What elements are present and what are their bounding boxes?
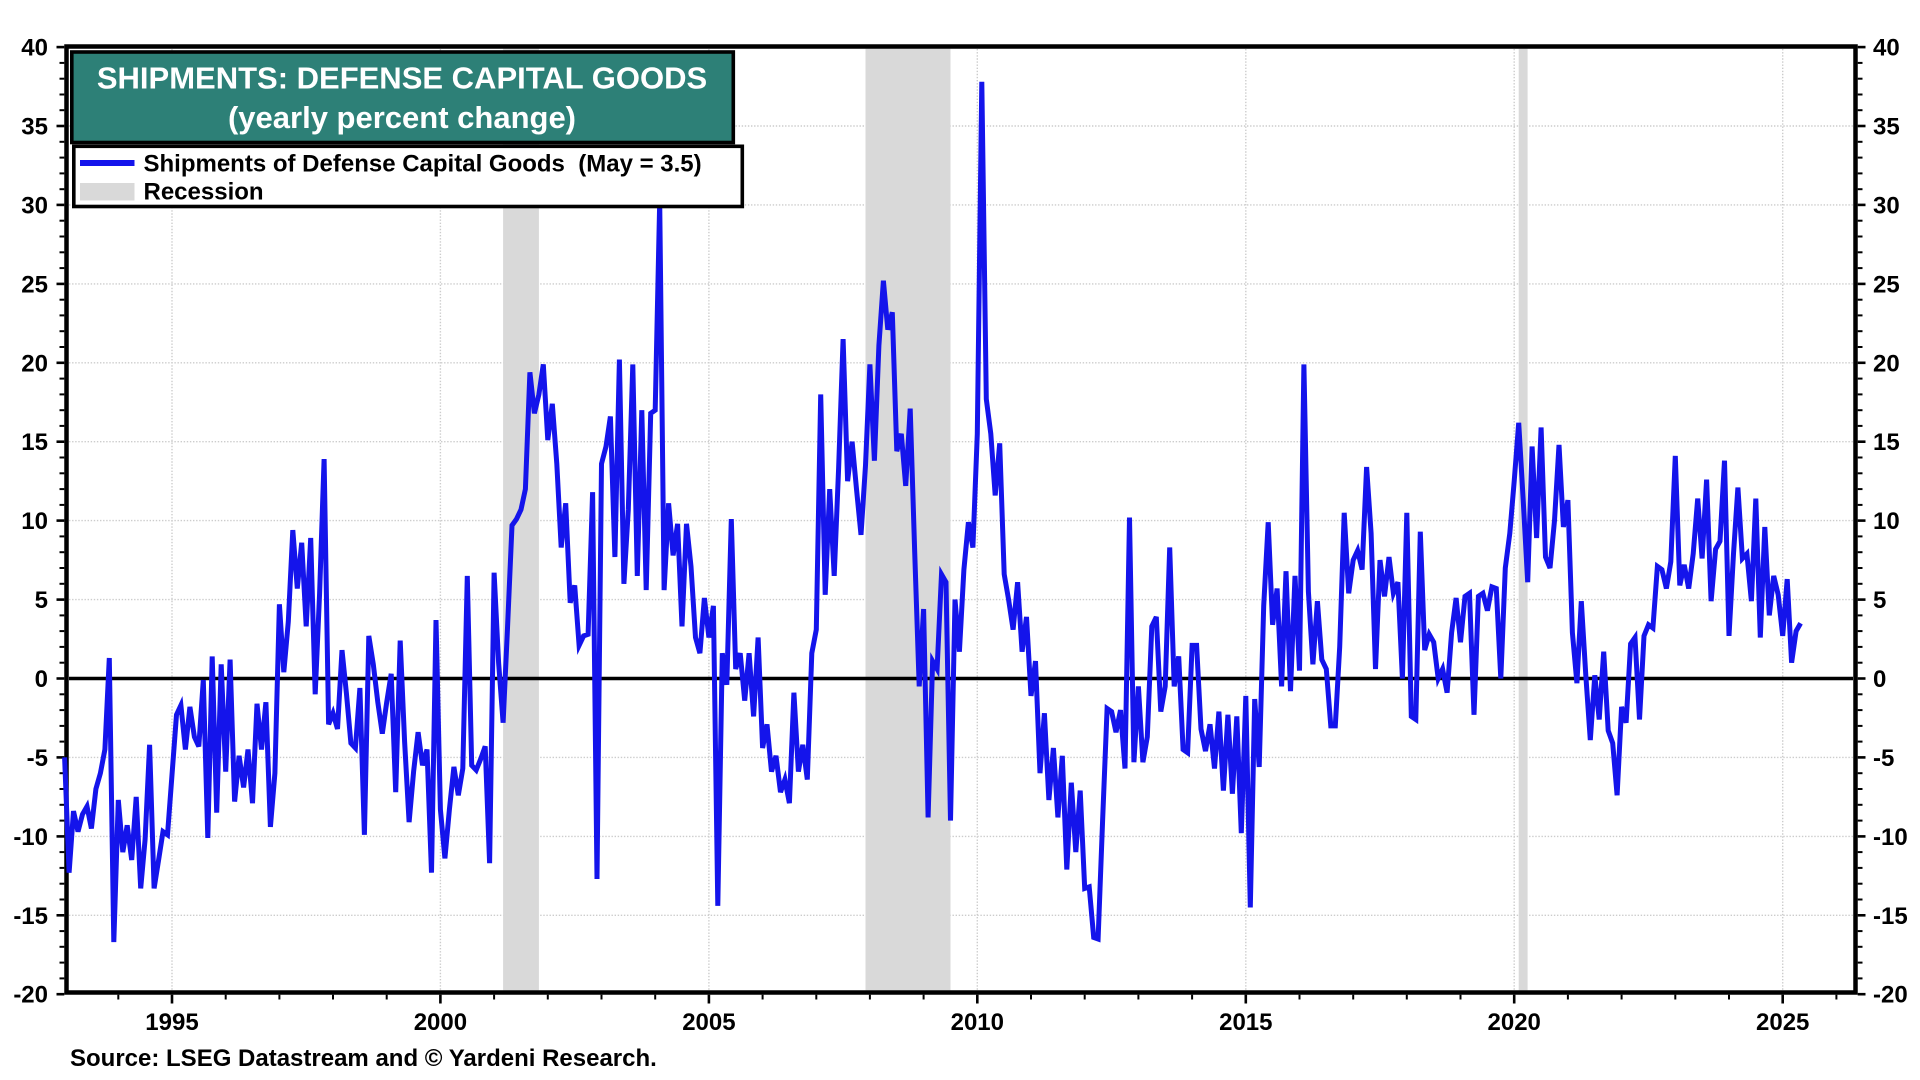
svg-text:40: 40 — [1873, 35, 1900, 62]
svg-text:-5: -5 — [1873, 745, 1894, 772]
svg-text:0: 0 — [1873, 666, 1886, 693]
svg-text:-10: -10 — [1873, 824, 1908, 851]
svg-text:30: 30 — [21, 192, 48, 219]
svg-text:10: 10 — [21, 508, 48, 535]
svg-text:-15: -15 — [13, 903, 48, 930]
svg-text:2005: 2005 — [682, 1009, 735, 1036]
svg-text:SHIPMENTS: DEFENSE CAPITAL GOO: SHIPMENTS: DEFENSE CAPITAL GOODS — [97, 61, 707, 96]
svg-text:-15: -15 — [1873, 903, 1908, 930]
svg-text:35: 35 — [21, 114, 48, 141]
svg-text:Shipments of Defense Capital G: Shipments of Defense Capital Goods (May … — [144, 151, 702, 178]
svg-text:2025: 2025 — [1756, 1009, 1809, 1036]
svg-text:2000: 2000 — [414, 1009, 467, 1036]
svg-text:40: 40 — [21, 35, 48, 62]
svg-text:-20: -20 — [1873, 982, 1908, 1009]
svg-text:1995: 1995 — [145, 1009, 198, 1036]
svg-text:2015: 2015 — [1219, 1009, 1272, 1036]
svg-text:2020: 2020 — [1488, 1009, 1541, 1036]
svg-text:-10: -10 — [13, 824, 48, 851]
svg-text:5: 5 — [35, 587, 48, 614]
svg-text:-5: -5 — [27, 745, 48, 772]
svg-text:15: 15 — [1873, 429, 1900, 456]
svg-text:5: 5 — [1873, 587, 1886, 614]
svg-text:0: 0 — [35, 666, 48, 693]
svg-text:25: 25 — [1873, 271, 1900, 298]
svg-text:15: 15 — [21, 429, 48, 456]
svg-text:30: 30 — [1873, 192, 1900, 219]
svg-text:-20: -20 — [13, 982, 48, 1009]
svg-text:20: 20 — [21, 350, 48, 377]
svg-text:20: 20 — [1873, 350, 1900, 377]
svg-text:(yearly percent change): (yearly percent change) — [228, 100, 576, 135]
svg-text:Source: LSEG Datastream and ©: Source: LSEG Datastream and © Yardeni Re… — [70, 1045, 657, 1072]
svg-text:Recession: Recession — [144, 179, 264, 206]
svg-text:25: 25 — [21, 271, 48, 298]
svg-text:35: 35 — [1873, 114, 1900, 141]
svg-text:10: 10 — [1873, 508, 1900, 535]
svg-text:2010: 2010 — [951, 1009, 1004, 1036]
